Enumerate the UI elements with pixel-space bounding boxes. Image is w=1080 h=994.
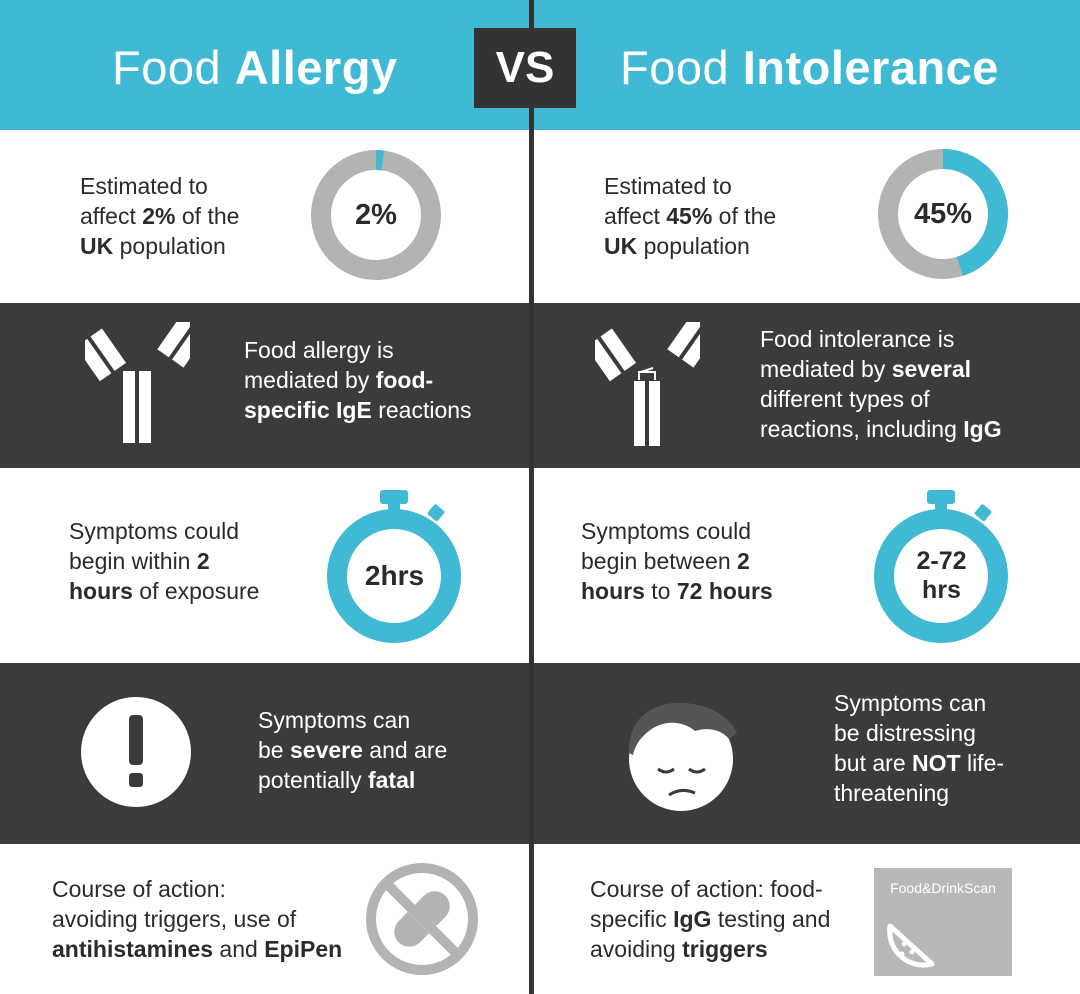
- antibody-icon: [582, 312, 721, 448]
- intolerance-action-text: Course of action: food- specific IgG tes…: [590, 876, 831, 962]
- allergy-severity-text: Symptoms can be severe and are potential…: [258, 707, 448, 793]
- donut-fill: [311, 150, 441, 280]
- donut-fill: [878, 149, 1008, 279]
- timer-label: 2hrs: [364, 560, 425, 591]
- allergy-prevalence-text: Estimated to affect 2% of the UK populat…: [80, 173, 240, 259]
- stopwatch-icon: 2hrs: [327, 488, 462, 648]
- sad-face-icon: [625, 697, 743, 817]
- intolerance-title: Food Intolerance: [620, 41, 999, 94]
- logo-text: Food&DrinkScan: [890, 880, 996, 896]
- vs-badge: VS: [474, 28, 576, 108]
- intolerance-severity-text: Symptoms can be distressing but are NOT …: [834, 690, 1005, 806]
- no-pill-icon: [365, 862, 479, 976]
- prevalence-row: [0, 130, 1080, 303]
- intolerance-mediation-text: Food intolerance is mediated by several …: [760, 326, 1002, 442]
- donut-svg: [311, 150, 441, 280]
- intolerance-onset-text: Symptoms could begin between 2 hours to …: [581, 518, 773, 604]
- food-drink-scan-logo: Food&DrinkScan: [874, 868, 1012, 976]
- antibody-icon: [72, 312, 211, 445]
- donut-label: 2%: [355, 198, 397, 231]
- intolerance-prevalence-text: Estimated to affect 45% of the UK popula…: [604, 173, 777, 259]
- watermelon-icon: [887, 923, 935, 968]
- intolerance-donut-chart: 45%: [876, 147, 1010, 281]
- allergy-mediation-text: Food allergy is mediated by food- specif…: [244, 337, 472, 423]
- exclamation-icon: [81, 697, 191, 807]
- donut-svg: [878, 149, 1008, 279]
- allergy-title: Food Allergy: [112, 41, 398, 94]
- stopwatch-icon: 2-72 hrs: [874, 488, 1009, 648]
- allergy-action-text: Course of action: avoiding triggers, use…: [52, 876, 343, 962]
- allergy-onset-text: Symptoms could begin within 2 hours of e…: [69, 518, 260, 604]
- timer-label: 2-72 hrs: [916, 547, 967, 604]
- allergy-donut-chart: 2%: [309, 148, 443, 282]
- donut-label: 45%: [913, 197, 973, 230]
- center-divider: [529, 0, 534, 994]
